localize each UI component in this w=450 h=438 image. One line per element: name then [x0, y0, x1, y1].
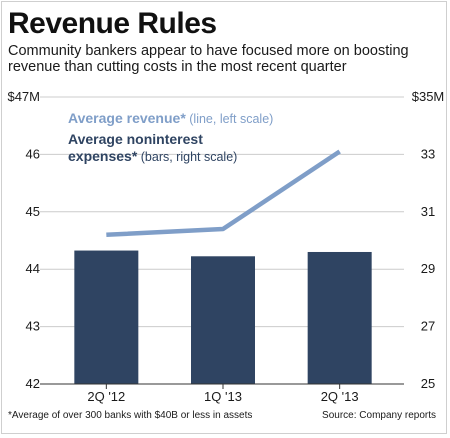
footnote: *Average of over 300 banks with $40B or …	[8, 410, 252, 421]
legend-line-label: Average revenue* (line, left scale)	[68, 110, 273, 126]
chart-plot: 42 43 44 45 46 $47M 25 27 29 31 33 $35M 2Q '12 1Q '13…	[2, 2, 448, 435]
left-tick-label: 46	[26, 146, 40, 161]
right-tick-label: 27	[421, 319, 435, 334]
x-tick-label: 2Q '12	[87, 389, 125, 404]
right-tick-label: $35M	[412, 89, 445, 104]
right-tick-label: 29	[421, 261, 435, 276]
legend-bar-label-line2: expenses* (bars, right scale)	[68, 148, 237, 164]
right-tick-label: 31	[421, 204, 435, 219]
left-tick-label: 44	[26, 261, 40, 276]
left-tick-label: $47M	[7, 89, 40, 104]
left-tick-label: 43	[26, 319, 40, 334]
revenue-line	[106, 152, 339, 235]
source-note: Source: Company reports	[322, 410, 436, 421]
chart-frame: Revenue Rules Community bankers appear t…	[1, 1, 447, 434]
left-tick-label: 42	[26, 376, 40, 391]
right-tick-label: 33	[421, 146, 435, 161]
legend-bar-label: Average noninterest	[68, 131, 203, 147]
expense-bar	[74, 251, 138, 384]
x-tick-label: 1Q '13	[204, 389, 242, 404]
expense-bar	[308, 252, 372, 384]
expense-bar	[191, 256, 255, 384]
right-tick-label: 25	[421, 376, 435, 391]
x-tick-label: 2Q '13	[321, 389, 359, 404]
left-tick-label: 45	[26, 204, 40, 219]
